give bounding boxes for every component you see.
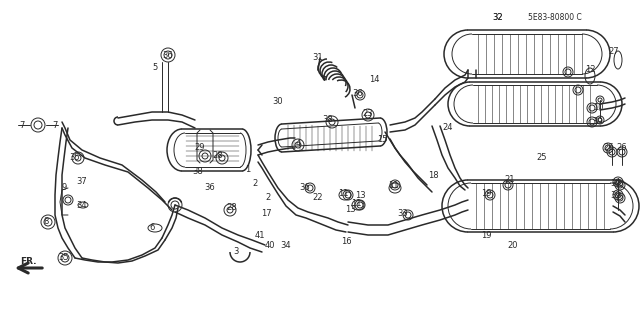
- Text: 8: 8: [44, 218, 49, 226]
- Text: 33: 33: [397, 209, 408, 218]
- Text: 40: 40: [265, 241, 275, 250]
- Text: 32: 32: [493, 13, 503, 23]
- Text: 19: 19: [481, 189, 492, 197]
- Text: 36: 36: [300, 183, 310, 192]
- Text: 1: 1: [245, 166, 251, 174]
- Text: 39: 39: [593, 116, 604, 125]
- Text: 14: 14: [369, 76, 380, 85]
- Text: 20: 20: [508, 241, 518, 250]
- Text: 9: 9: [61, 183, 67, 192]
- Text: 36: 36: [163, 50, 173, 60]
- Text: 27: 27: [609, 48, 620, 56]
- Text: 36: 36: [205, 183, 216, 192]
- Text: 36: 36: [353, 88, 364, 98]
- Text: 19: 19: [481, 232, 492, 241]
- Text: 39: 39: [611, 179, 621, 188]
- Text: 3: 3: [234, 248, 239, 256]
- Text: 16: 16: [340, 238, 351, 247]
- Text: 34: 34: [281, 241, 291, 250]
- Text: 2: 2: [252, 179, 258, 188]
- Text: 30: 30: [273, 98, 284, 107]
- Text: 32: 32: [493, 13, 503, 23]
- Text: 23: 23: [363, 108, 373, 117]
- Text: 4: 4: [296, 138, 301, 147]
- Text: 37: 37: [77, 177, 88, 187]
- Text: 11: 11: [388, 182, 398, 190]
- Text: 10: 10: [593, 102, 604, 112]
- Text: 24: 24: [443, 123, 453, 132]
- Text: 6: 6: [149, 224, 155, 233]
- Text: 12: 12: [585, 65, 595, 75]
- Text: 26: 26: [617, 144, 627, 152]
- Text: 39: 39: [611, 191, 621, 201]
- Text: 41: 41: [255, 232, 265, 241]
- Text: 18: 18: [428, 172, 438, 181]
- Text: 22: 22: [313, 194, 323, 203]
- Text: 11: 11: [351, 198, 361, 207]
- Text: 7: 7: [52, 121, 58, 130]
- Text: 5: 5: [152, 63, 157, 72]
- Text: 38: 38: [193, 167, 204, 176]
- Text: 13: 13: [355, 191, 365, 201]
- Text: 29: 29: [195, 144, 205, 152]
- Text: 28: 28: [227, 204, 237, 212]
- Text: 5E83-80800 C: 5E83-80800 C: [528, 12, 582, 21]
- Text: 7: 7: [19, 121, 25, 130]
- Text: 35: 35: [70, 153, 80, 162]
- Text: 13: 13: [345, 205, 355, 214]
- Text: 21: 21: [505, 175, 515, 184]
- Text: 2: 2: [266, 194, 271, 203]
- Text: FR.: FR.: [20, 257, 36, 266]
- Text: 17: 17: [260, 209, 271, 218]
- Text: 34: 34: [77, 201, 87, 210]
- Text: 28: 28: [212, 152, 223, 160]
- Text: 26: 26: [604, 144, 614, 152]
- Text: 25: 25: [537, 153, 547, 162]
- Text: 11: 11: [338, 189, 348, 197]
- Text: 35: 35: [59, 254, 69, 263]
- Text: 31: 31: [313, 54, 323, 63]
- Text: 15: 15: [377, 136, 387, 145]
- Text: 38: 38: [323, 115, 333, 124]
